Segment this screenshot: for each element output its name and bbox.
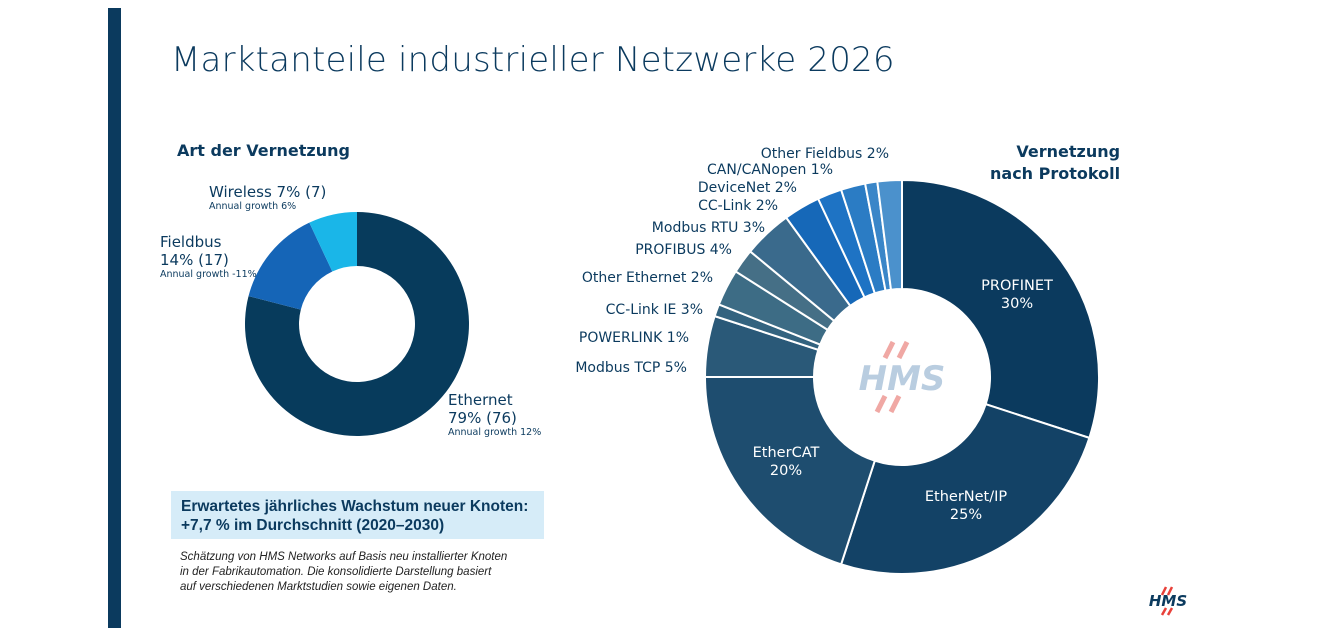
label-ethernet-ip: EtherNet/IP 25% xyxy=(925,488,1007,524)
ethernet-label: Ethernet 79% (76) Annual growth 12% xyxy=(448,391,541,439)
wireless-label-main: Wireless 7% (7) xyxy=(209,183,327,201)
note-line3: auf verschiedenen Marktstudien sowie eig… xyxy=(180,581,457,593)
label-other-ethernet: Other Ethernet 2% xyxy=(581,270,713,286)
hms-watermark-stroke xyxy=(882,340,896,360)
label-modbus-rtu: Modbus RTU 3% xyxy=(651,220,765,236)
hms-watermark-stroke xyxy=(888,394,902,414)
label-can-canopen: CAN/CANopen 1% xyxy=(707,162,833,178)
fieldbus-label-growth: Annual growth -11% xyxy=(160,269,257,280)
network-type-slice-fieldbus xyxy=(248,222,333,310)
wireless-label: Wireless 7% (7) Annual growth 6% xyxy=(209,183,326,213)
growth-callout: Erwartetes jährliches Wachstum neuer Kno… xyxy=(171,491,544,539)
hms-logo-text: HMS xyxy=(1149,592,1187,610)
label-ethernet-ip-name: EtherNet/IP xyxy=(924,489,1008,505)
label-profibus: PROFIBUS 4% xyxy=(635,242,732,258)
label-ethercat-value: 20% xyxy=(769,463,803,479)
label-profinet-name: PROFINET xyxy=(981,278,1053,294)
callout-line2: +7,7 % im Durchschnitt (2020–2030) xyxy=(181,517,445,534)
ethernet-label-main1: Ethernet xyxy=(448,391,513,409)
left-chart-title: Art der Vernetzung xyxy=(177,141,350,160)
label-cc-link: CC-Link 2% xyxy=(698,198,778,214)
hms-watermark-stroke xyxy=(874,394,888,414)
label-powerlink: POWERLINK 1% xyxy=(578,330,689,346)
protocol-slice-ethernet-ip xyxy=(839,402,1091,575)
fieldbus-label-main2: 14% (17) xyxy=(160,251,229,269)
network-type-slice-ethernet xyxy=(244,212,470,436)
hms-logo: HMS xyxy=(1149,586,1187,616)
accent-bar xyxy=(108,8,121,628)
network-type-slice-wireless xyxy=(309,212,357,272)
right-chart-title-line2: nach Protokoll xyxy=(990,164,1121,183)
hms-watermark-stroke xyxy=(896,340,910,360)
label-modbus-tcp: Modbus TCP 5% xyxy=(575,360,687,376)
protocol-slice-other-fieldbus xyxy=(876,178,903,291)
ethernet-label-growth: Annual growth 12% xyxy=(448,427,542,438)
label-ethernet-ip-value: 25% xyxy=(949,507,983,523)
protocol-slice-ethercat xyxy=(703,376,877,566)
source-note: Schätzung von HMS Networks auf Basis neu… xyxy=(180,550,560,595)
protocol-slice-profinet xyxy=(901,178,1100,440)
ethernet-label-main2: 79% (76) xyxy=(448,409,517,427)
hms-watermark: HMS xyxy=(859,340,946,414)
note-line2: in der Fabrikautomation. Die konsolidier… xyxy=(180,566,492,578)
right-chart-title: Vernetzung nach Protokoll xyxy=(990,141,1120,185)
label-ethercat-name: EtherCAT xyxy=(752,445,820,461)
note-line1: Schätzung von HMS Networks auf Basis neu… xyxy=(180,551,508,563)
label-profinet-value: 30% xyxy=(1000,296,1034,312)
label-other-fieldbus: Other Fieldbus 2% xyxy=(760,146,889,162)
label-ethercat: EtherCAT 20% xyxy=(753,444,820,480)
label-cc-link-ie: CC-Link IE 3% xyxy=(605,302,703,318)
page-title: Marktanteile industrieller Netzwerke 202… xyxy=(171,40,895,80)
right-chart-title-line1: Vernetzung xyxy=(1016,142,1121,161)
label-devicenet: DeviceNet 2% xyxy=(697,180,797,196)
hms-watermark-text: HMS xyxy=(859,359,946,399)
label-profinet: PROFINET 30% xyxy=(981,277,1053,313)
wireless-label-growth: Annual growth 6% xyxy=(209,201,297,212)
callout-line1: Erwartetes jährliches Wachstum neuer Kno… xyxy=(181,498,529,515)
fieldbus-label: Fieldbus 14% (17) Annual growth -11% xyxy=(160,233,257,281)
fieldbus-label-main1: Fieldbus xyxy=(160,233,222,251)
